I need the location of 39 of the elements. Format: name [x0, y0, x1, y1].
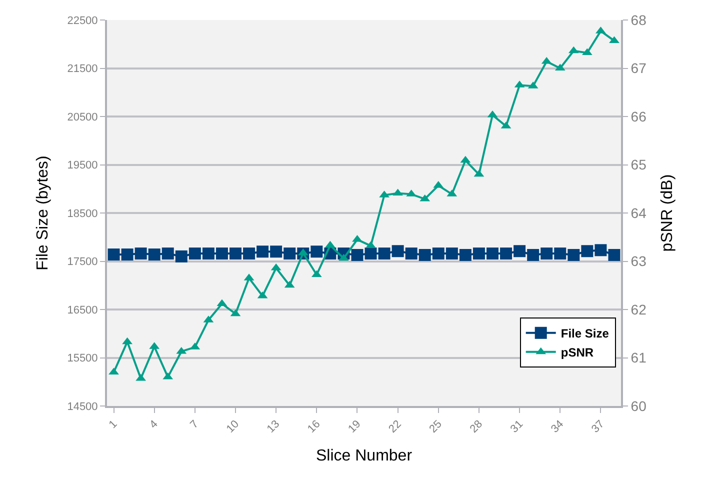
y-tick-label: 19500	[67, 160, 98, 172]
y-tick-label: 14500	[67, 400, 98, 413]
y2-tick-label: 67	[630, 60, 647, 76]
y2-tick-label: 64	[630, 204, 647, 221]
x-tick-label: 4	[148, 418, 160, 432]
x-tick-label: 19	[346, 418, 364, 436]
legend-label: File Size	[560, 326, 610, 341]
x-tick-label: 25	[427, 418, 444, 436]
x-tick-label: 31	[508, 418, 526, 436]
point	[122, 337, 132, 344]
y-tick-label: 18500	[67, 208, 98, 220]
x-tick-label: 13	[264, 418, 282, 436]
y2-tick-label: 62	[630, 301, 647, 318]
x-tick-label: 28	[468, 418, 485, 436]
y-tick-label: 22500	[67, 14, 98, 27]
x-tick-label: 22	[386, 418, 404, 436]
y-tick-label: 15500	[67, 352, 98, 365]
x-tick-label: 10	[224, 418, 242, 436]
x-tick-label: 7	[188, 418, 201, 432]
y-tick-label: 21500	[67, 63, 98, 76]
y-tick-label: 16500	[67, 304, 98, 316]
y2-tick-label: 61	[630, 350, 647, 366]
x-tick-label: 37	[590, 418, 607, 436]
x-tick-label: 1	[106, 418, 120, 432]
x-tick-label: 16	[306, 418, 323, 436]
y2-tick-label: 60	[630, 398, 647, 414]
x-tick-label: 34	[548, 418, 566, 436]
y2-tick-label: 63	[630, 253, 647, 270]
y-tick-label: 20500	[67, 111, 98, 124]
point	[338, 254, 349, 261]
x-axis-title: Slice Number	[316, 448, 413, 465]
legend-label: pSNR	[560, 346, 594, 360]
point	[366, 241, 376, 248]
y2-tick-label: 68	[630, 12, 647, 28]
y-tick-label: 17500	[67, 256, 98, 268]
y2-tick-label: 65	[630, 156, 647, 173]
y2-tick-label: 66	[630, 108, 647, 124]
y2-axis-title: pSNR (dB)	[658, 174, 676, 252]
y-axis-title: File Size (bytes)	[34, 156, 52, 270]
